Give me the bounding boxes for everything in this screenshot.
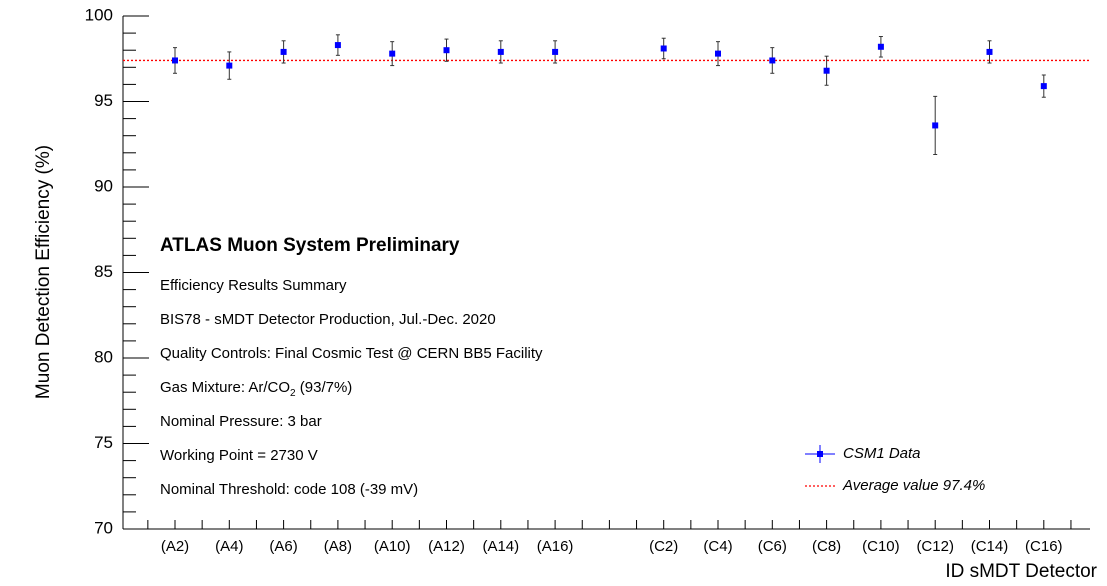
data-point [334,42,341,49]
x-tick-label: (A8) [324,538,352,555]
annotation: BIS78 - sMDT Detector Production, Jul.-D… [160,311,496,328]
data-point [660,45,667,52]
data-point [715,50,721,57]
data-point [497,48,504,55]
x-tick-label: (A10) [374,538,411,555]
x-tick-label: (C8) [812,538,841,555]
x-tick-label: (C4) [703,538,732,555]
data-point [172,57,178,64]
annotation: Nominal Pressure: 3 bar [160,413,322,430]
data-point [823,67,830,74]
annotation-subscript: 2 [290,388,296,399]
annotation: Working Point = 2730 V [160,447,318,464]
data-point [280,48,287,55]
x-tick-label: (C12) [916,538,954,555]
data-point [986,48,993,55]
data-point [443,47,450,54]
y-tick-label: 85 [94,262,113,281]
legend-label: CSM1 Data [843,445,921,462]
x-tick-label: (A16) [537,538,574,555]
x-tick-label: (C2) [649,538,678,555]
y-tick-label: 90 [94,176,113,195]
x-tick-label: (A6) [269,538,297,555]
x-tick-label: (A4) [215,538,243,555]
data-point [389,50,396,57]
chart-title: ATLAS Muon System Preliminary [160,235,460,256]
x-tick-label: (C16) [1025,538,1063,555]
x-tick-label: (A12) [428,538,465,555]
x-tick-label: (A2) [161,538,189,555]
y-tick-label: 75 [94,433,113,452]
data-point [552,48,559,55]
x-tick-label: (C10) [862,538,900,555]
y-tick-label: 95 [94,91,113,110]
x-axis-label: ID sMDT Detector [945,561,1097,582]
annotation: Efficiency Results Summary [160,277,347,294]
y-tick-label: 100 [85,5,113,24]
data-point [877,43,884,50]
legend-label: Average value 97.4% [842,477,985,494]
annotation: Nominal Threshold: code 108 (-39 mV) [160,481,418,498]
annotation-text: Gas Mixture: Ar/CO [160,379,290,396]
data-point [226,62,233,69]
annotation-suffix: (93/7%) [296,379,353,396]
y-tick-label: 80 [94,347,113,366]
y-axis-label: Muon Detection Efficiency (%) [33,145,54,399]
data-point [932,122,939,129]
x-tick-label: (A14) [482,538,519,555]
annotation: Gas Mixture: Ar/CO2 (93/7%) [160,379,352,399]
x-tick-label: (C6) [758,538,787,555]
data-point [1040,83,1047,90]
legend-marker [817,451,823,457]
annotation: Quality Controls: Final Cosmic Test @ CE… [160,345,543,362]
x-tick-label: (C14) [971,538,1009,555]
y-tick-label: 70 [94,518,113,537]
data-point [769,57,776,64]
